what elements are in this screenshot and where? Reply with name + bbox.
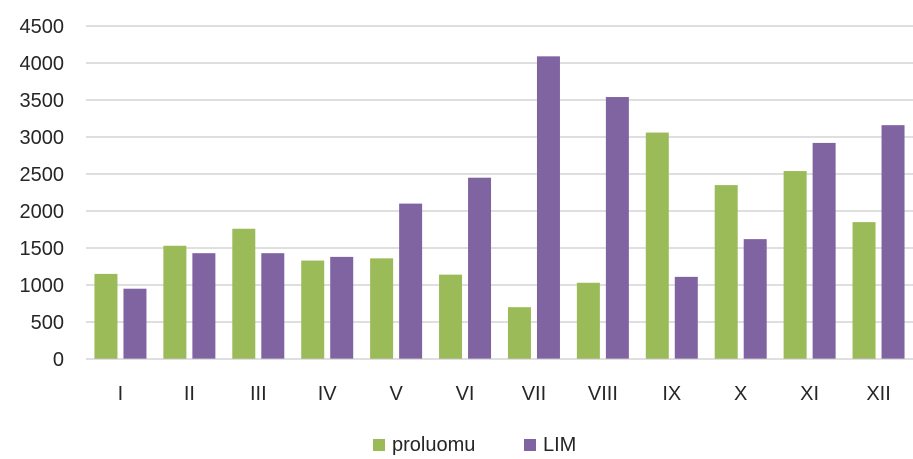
bar-lim-x (743, 239, 767, 359)
legend-swatch-proluomu (373, 439, 385, 451)
bar-lim-iii (261, 253, 285, 359)
y-tick-label: 1500 (20, 238, 65, 260)
bar-lim-vi (468, 177, 492, 359)
bar-proluomu-iii (232, 228, 256, 359)
x-tick-label: I (118, 383, 124, 405)
bar-proluomu-xi (783, 171, 807, 359)
bar-proluomu-v (370, 258, 394, 359)
y-tick-label: 1000 (20, 275, 65, 297)
bar-lim-vii (536, 56, 560, 360)
legend-label-lim: LIM (543, 434, 576, 456)
bar-proluomu-vi (439, 274, 463, 359)
x-tick-label: X (734, 383, 747, 405)
bar-proluomu-xii (852, 222, 876, 359)
x-tick-label: VI (456, 383, 475, 405)
bar-lim-ii (192, 253, 216, 359)
y-tick-label: 3500 (20, 90, 65, 112)
x-tick-label: III (250, 383, 267, 405)
bar-lim-i (123, 288, 147, 359)
legend: proluomu LIM (373, 434, 576, 456)
y-axis-tick-labels: 0 500 1000 1500 2000 2500 3000 3500 4000 4500 (20, 16, 65, 371)
gridlines (86, 25, 913, 323)
bar-proluomu-ix (645, 132, 669, 359)
x-tick-label: IX (662, 383, 681, 405)
legend-swatch-lim (524, 439, 536, 451)
bar-proluomu-iv (301, 260, 325, 359)
y-tick-label: 4500 (20, 16, 65, 38)
bar-proluomu-x (714, 185, 738, 359)
bar-proluomu-viii (576, 282, 600, 359)
x-tick-label: II (184, 383, 195, 405)
y-tick-label: 500 (31, 312, 64, 334)
x-tick-label: VIII (588, 383, 618, 405)
bar-proluomu-vii (507, 307, 531, 359)
bars (94, 56, 905, 360)
x-tick-label: VII (522, 383, 546, 405)
x-tick-label: XI (800, 383, 819, 405)
bar-proluomu-ii (163, 245, 187, 359)
y-tick-label: 4000 (20, 53, 65, 75)
y-tick-label: 0 (53, 349, 64, 371)
bar-lim-xi (812, 142, 836, 359)
bar-lim-iv (330, 256, 354, 359)
bar-proluomu-i (94, 273, 118, 359)
x-axis-tick-labels: I II III IV V VI VII VIII IX X XI XII (118, 383, 891, 405)
bar-lim-ix (674, 276, 698, 359)
legend-label-proluomu: proluomu (392, 434, 475, 456)
y-tick-label: 3000 (20, 127, 65, 149)
bar-lim-v (399, 203, 423, 359)
x-tick-label: IV (318, 383, 338, 405)
bar-lim-xii (881, 125, 905, 359)
y-tick-label: 2000 (20, 201, 65, 223)
x-tick-label: V (389, 383, 403, 405)
bar-lim-viii (605, 97, 629, 359)
x-tick-label: XII (866, 383, 890, 405)
y-tick-label: 2500 (20, 164, 65, 186)
